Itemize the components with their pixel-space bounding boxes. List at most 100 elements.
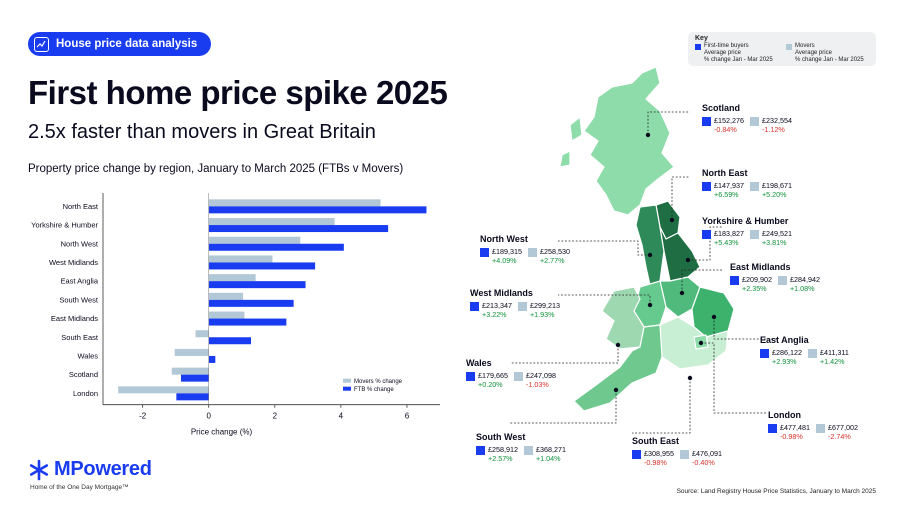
key-ftb-label: First-time buyers <box>704 43 749 49</box>
bar-ftb-east-midlands <box>208 318 287 326</box>
region-label-east-anglia: East Anglia £286,122 +2.93% £411,311 +1.42% <box>760 335 855 366</box>
page-subtitle: 2.5x faster than movers in Great Britain <box>28 121 376 143</box>
map-region-hebrides <box>559 116 583 168</box>
region-name: Yorkshire & Humber <box>702 216 789 226</box>
mover-change: -2.74% <box>827 432 851 441</box>
ftb-price: £183,827 <box>714 229 744 238</box>
region-label-west-midlands: West Midlands £213,347 +3.22% £299,213 +1.93… <box>470 288 566 319</box>
mover-change: +1.42% <box>819 357 845 366</box>
dot-wales <box>615 342 621 348</box>
region-label-east-midlands: East Midlands £209,902 +2.35% £284,942 +1.08… <box>730 262 826 293</box>
ftb-change: -0.84% <box>714 125 737 134</box>
bar-ftb-south-west <box>208 299 294 307</box>
x-tick-label-6: 6 <box>405 412 410 421</box>
category-label-north-west: North West <box>61 239 99 248</box>
ftb-change: +2.93% <box>772 357 797 366</box>
mover-price: £368,271 <box>535 445 566 454</box>
region-name: Scotland <box>702 103 741 113</box>
legend-swatch-0 <box>343 378 351 383</box>
x-axis-label: Price change (%) <box>191 428 253 437</box>
dot-south-east <box>687 375 693 381</box>
bar-movers-yorkshire-humber <box>208 218 335 226</box>
category-label-south-east: South East <box>61 333 99 342</box>
bar-movers-north-east <box>208 199 381 207</box>
dot-london <box>698 340 704 346</box>
mover-change: +5.20% <box>761 190 787 199</box>
source-note: Source: Land Registry House Price Statis… <box>676 488 876 495</box>
key-item-movers: Movers Average price % change Jan - Mar … <box>786 43 864 63</box>
category-label-north-east: North East <box>63 202 99 211</box>
legend-label-0: Movers % change <box>354 379 403 385</box>
mover-price: £284,942 <box>789 275 820 284</box>
x-tick-label--2: -2 <box>139 412 147 421</box>
page-title: First home price spike 2025 <box>28 74 448 111</box>
x-tick-label-0: 0 <box>206 412 211 421</box>
leader-south-east <box>632 378 691 434</box>
leader-london <box>701 342 766 414</box>
ftb-swatch <box>632 450 641 459</box>
ftb-price: £308,955 <box>644 449 674 458</box>
asterisk-logo-icon <box>29 459 49 480</box>
category-label-scotland: Scotland <box>69 370 98 379</box>
ftb-swatch <box>476 446 485 455</box>
region-name: South East <box>632 436 680 446</box>
region-name: North West <box>480 234 528 244</box>
bar-movers-london <box>118 386 209 394</box>
category-label-west-midlands: West Midlands <box>49 258 98 267</box>
region-name: West Midlands <box>470 288 533 298</box>
leader-wales <box>510 345 619 364</box>
key-movers-avg: Average price <box>795 49 832 56</box>
mover-change: +1.04% <box>535 454 561 463</box>
bar-movers-south-east <box>195 330 209 338</box>
bar-ftb-scotland <box>180 374 209 382</box>
mover-swatch <box>777 276 787 285</box>
ftb-swatch <box>702 230 711 239</box>
brand-logo: MPowered <box>28 458 152 481</box>
mover-swatch <box>807 349 817 358</box>
ftb-swatch <box>466 372 475 381</box>
leader-north-east <box>671 176 690 220</box>
mover-change: +2.77% <box>539 256 565 265</box>
map-region-yorkshire <box>659 226 701 282</box>
region-label-scotland: Scotland £152,276 -0.84% £232,554 -1.12% <box>702 103 798 134</box>
bar-movers-north-west <box>208 236 301 244</box>
ftb-change: +6.59% <box>714 190 739 199</box>
region-name: South West <box>476 432 526 442</box>
ftb-price: £258,912 <box>488 445 518 454</box>
bar-ftb-yorkshire-humber <box>208 225 389 233</box>
ftb-change: +0.20% <box>478 380 503 389</box>
ftb-change: -0.98% <box>644 458 667 467</box>
region-label-london: London £477,481 -0.98% £677,002 -2.74% <box>768 410 864 441</box>
mover-swatch <box>749 182 759 191</box>
mover-swatch <box>679 450 689 459</box>
mover-swatch <box>815 424 825 433</box>
category-label-south-west: South West <box>59 295 99 304</box>
map-region-south-west <box>573 324 663 412</box>
ftb-price: £147,937 <box>714 181 744 190</box>
ftb-price: £209,902 <box>742 275 772 284</box>
legend-swatch-1 <box>343 386 351 391</box>
mover-swatch <box>749 117 759 126</box>
ftb-change: +5.43% <box>714 238 739 247</box>
bar-ftb-east-anglia <box>208 281 306 289</box>
mover-change: -1.12% <box>761 125 785 134</box>
bar-movers-south-west <box>208 292 244 300</box>
leader-south-west <box>510 390 617 424</box>
badge-label: House price data analysis <box>56 38 198 50</box>
mover-price: £411,311 <box>819 348 849 357</box>
dot-south-west <box>613 387 619 393</box>
bar-ftb-south-east <box>208 337 252 345</box>
ftb-price: £286,122 <box>772 348 802 357</box>
brand-tagline: Home of the One Day Mortgage™ <box>30 484 129 491</box>
mover-change: -0.40% <box>691 458 715 467</box>
mover-price: £249,521 <box>761 229 792 238</box>
ftb-swatch <box>702 182 711 191</box>
category-label-wales: Wales <box>77 351 98 360</box>
bar-movers-east-midlands <box>208 311 245 319</box>
ftb-swatch <box>702 117 711 126</box>
chart-icon <box>34 36 49 52</box>
map-key: Key First-time buyers Average price % ch… <box>688 32 876 66</box>
key-ftb-avg: Average price <box>704 49 741 56</box>
ftb-price: £152,276 <box>714 116 744 125</box>
ftb-swatch <box>760 349 769 358</box>
